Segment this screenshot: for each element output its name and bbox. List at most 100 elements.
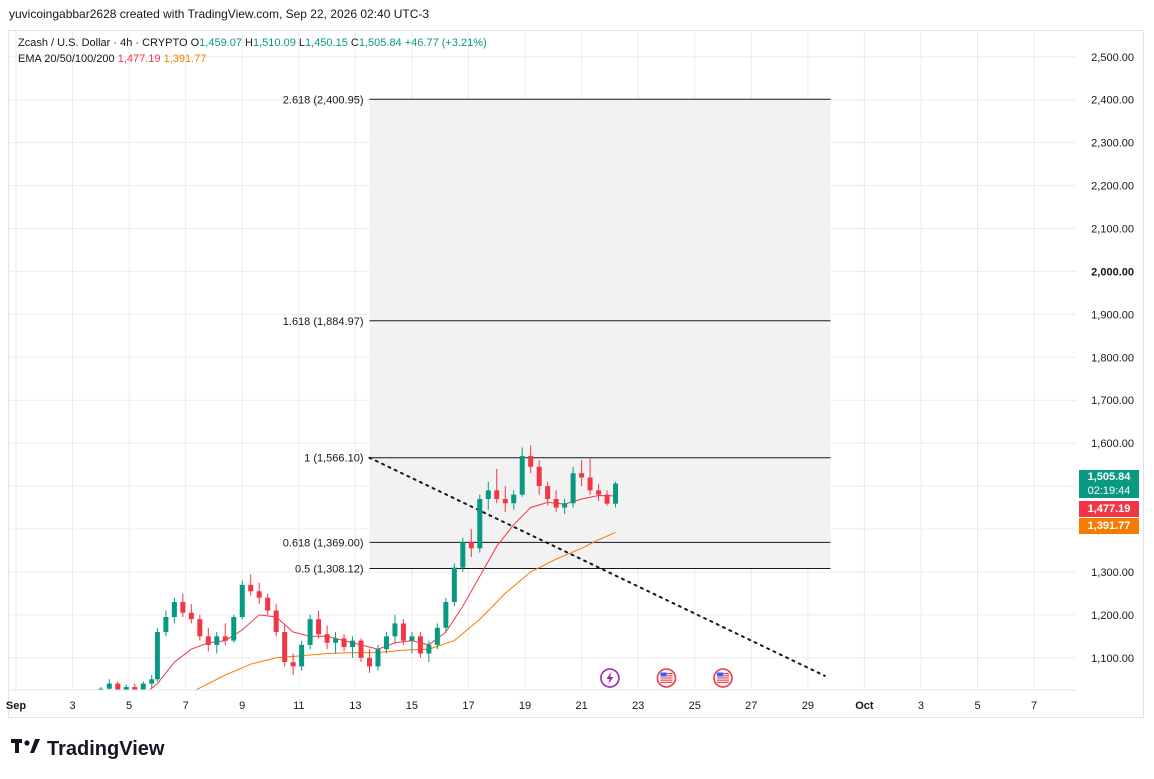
ema50-price-tag: 1,391.77 bbox=[1079, 518, 1139, 534]
time-tick-label: 19 bbox=[519, 700, 531, 712]
candle bbox=[333, 632, 339, 654]
candle-body bbox=[188, 612, 194, 620]
candle-body bbox=[477, 498, 483, 549]
candle bbox=[256, 582, 262, 605]
candle bbox=[392, 614, 398, 643]
candle bbox=[324, 625, 330, 650]
close-value: 1,505.84 bbox=[358, 37, 402, 49]
time-tick-label: 25 bbox=[689, 700, 701, 712]
candle bbox=[485, 481, 491, 510]
time-tick-label: 23 bbox=[632, 700, 644, 712]
dotted-trendline bbox=[368, 456, 826, 677]
chart-frame[interactable] bbox=[8, 30, 1144, 718]
candle bbox=[587, 457, 593, 495]
low-value: 1,450.15 bbox=[305, 37, 348, 49]
ema-row: EMA 20/50/100/200 1,477.19 1,391.77 bbox=[18, 51, 487, 67]
ohlc-row: Zcash / U.S. Dollar · 4h · CRYPTO O1,459… bbox=[18, 35, 487, 51]
open-label: O bbox=[190, 37, 200, 49]
price-tick-label: 1,100.00 bbox=[1091, 653, 1134, 665]
candle-body bbox=[265, 597, 271, 611]
candle bbox=[149, 674, 155, 688]
candle bbox=[106, 679, 112, 690]
candle-body bbox=[528, 456, 534, 467]
candle-body bbox=[256, 591, 262, 598]
candle-body bbox=[604, 494, 610, 504]
candle bbox=[443, 597, 449, 633]
candle-body bbox=[613, 483, 619, 504]
price-tick-label: 1,800.00 bbox=[1091, 352, 1134, 364]
us-flag-icon[interactable] bbox=[656, 668, 677, 688]
chart-legend: Zcash / U.S. Dollar · 4h · CRYPTO O1,459… bbox=[18, 35, 487, 67]
high-label: H bbox=[245, 37, 253, 49]
candle-body bbox=[149, 679, 155, 684]
candle bbox=[316, 610, 322, 639]
time-tick-label: Oct bbox=[855, 700, 874, 712]
candle-body bbox=[163, 617, 169, 633]
candle bbox=[222, 623, 228, 645]
tradingview-brand: TradingView bbox=[47, 737, 165, 760]
ema50-line bbox=[194, 531, 616, 690]
candle bbox=[132, 683, 138, 690]
candle-body bbox=[180, 601, 186, 613]
candle bbox=[214, 632, 220, 654]
candle-body bbox=[426, 644, 432, 654]
fib-level-label: 1 (1,566.10) bbox=[304, 453, 363, 465]
fib-level-label: 0.618 (1,369.00) bbox=[283, 537, 364, 549]
symbol-title[interactable]: Zcash / U.S. Dollar · 4h · CRYPTO bbox=[18, 37, 188, 49]
candle-body bbox=[248, 584, 254, 592]
candle bbox=[350, 636, 356, 658]
candle-body bbox=[341, 638, 347, 648]
candle bbox=[494, 468, 500, 504]
candle bbox=[367, 649, 372, 673]
candle-body bbox=[375, 649, 381, 667]
candle-body bbox=[460, 541, 466, 568]
candle-body bbox=[115, 683, 121, 690]
tradingview-logo-icon bbox=[11, 737, 41, 761]
event-markers bbox=[600, 668, 733, 688]
price-tick-label: 1,700.00 bbox=[1091, 395, 1134, 407]
candle bbox=[188, 604, 194, 624]
candle bbox=[239, 580, 245, 620]
candle-body bbox=[98, 688, 104, 690]
candle bbox=[180, 593, 186, 618]
candle-body bbox=[231, 617, 237, 641]
candle-body bbox=[367, 657, 372, 667]
candle-body bbox=[140, 683, 146, 690]
time-tick-label: 15 bbox=[406, 700, 418, 712]
candle-body bbox=[123, 686, 129, 690]
candle bbox=[417, 632, 423, 658]
time-tick-label: 5 bbox=[974, 700, 980, 712]
us-flag-icon[interactable] bbox=[713, 668, 733, 688]
candle bbox=[400, 619, 406, 645]
candle-body bbox=[494, 490, 500, 499]
candle-body bbox=[383, 636, 389, 650]
candle bbox=[519, 447, 525, 497]
candle-body bbox=[214, 636, 220, 645]
candle bbox=[570, 466, 576, 508]
trendline bbox=[368, 456, 826, 677]
ema20-value: 1,477.19 bbox=[117, 53, 161, 65]
candle bbox=[536, 460, 542, 495]
bar-countdown: 02:19:44 bbox=[1087, 485, 1131, 497]
candle-body bbox=[282, 632, 288, 663]
ema-indicator-label[interactable]: EMA 20/50/100/200 bbox=[18, 53, 115, 65]
change-value: +46.77 (+3.21%) bbox=[404, 37, 487, 49]
lightning-icon[interactable] bbox=[600, 668, 620, 688]
fib-level-label: 2.618 (2,400.95) bbox=[283, 94, 364, 106]
candle bbox=[307, 614, 313, 650]
candle bbox=[409, 632, 415, 654]
candle-body bbox=[205, 636, 211, 645]
candle bbox=[273, 604, 279, 637]
candle-body bbox=[519, 456, 525, 495]
candle-body bbox=[171, 601, 177, 618]
candle bbox=[460, 537, 466, 572]
last-price-value: 1,505.84 bbox=[1087, 471, 1131, 483]
candle bbox=[290, 653, 296, 675]
open-value: 1,459.07 bbox=[199, 37, 242, 49]
attribution-text: yuvicoingabbar2628 created with TradingV… bbox=[9, 7, 430, 21]
tradingview-logo[interactable]: TradingView bbox=[11, 737, 164, 761]
candle bbox=[502, 486, 508, 512]
candle bbox=[545, 481, 551, 506]
candle bbox=[163, 610, 169, 637]
